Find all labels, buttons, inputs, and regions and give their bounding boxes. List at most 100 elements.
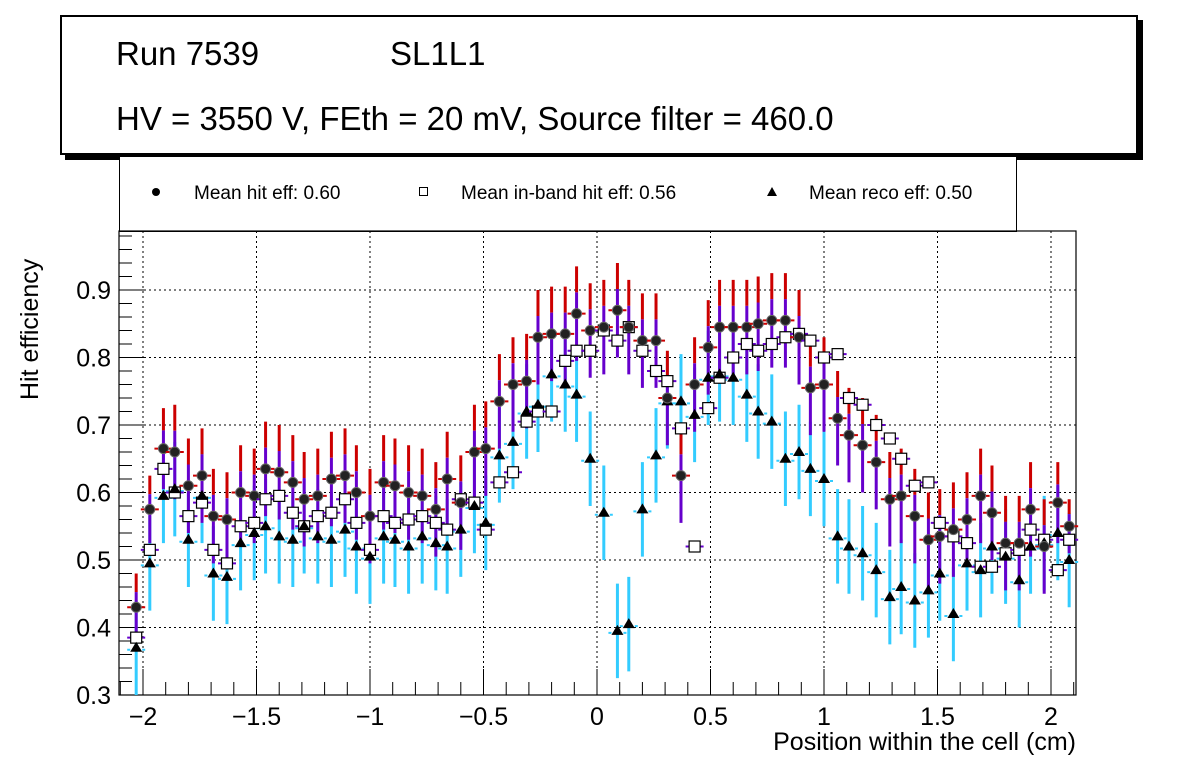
- inband-square-marker: [584, 344, 597, 357]
- reco-triangle-marker: [1063, 554, 1076, 564]
- hit-circle-marker: [766, 314, 778, 326]
- inband-square-marker: [157, 462, 170, 475]
- x-tick-label: 1: [817, 703, 831, 731]
- hit-circle-marker: [559, 328, 571, 340]
- inband-square-marker: [273, 489, 286, 502]
- hit-circle-marker: [779, 314, 791, 326]
- layer-label: SL1L1: [390, 35, 486, 72]
- hit-circle-marker: [196, 470, 208, 482]
- inband-square-marker: [220, 557, 234, 570]
- hit-circle-marker: [350, 487, 362, 498]
- inband-square-marker: [674, 422, 688, 435]
- hit-circle-marker: [636, 335, 648, 347]
- tick-labels: 0.3 0.4 0.5 0.6 0.7 0.8 0.9 −2 −1.5 −1 −0.5 0 0.5 1 1.…: [76, 277, 1058, 731]
- reco-triangle-marker: [364, 550, 376, 561]
- reco-triangle-marker: [570, 388, 583, 399]
- reco-triangle-marker: [207, 567, 220, 578]
- hit-circle-marker: [857, 439, 869, 451]
- run-label: Run 7539: [116, 35, 260, 72]
- inband-square-marker: [765, 337, 778, 351]
- reco-triangle-marker: [856, 547, 869, 558]
- hit-circle-marker: [727, 321, 739, 333]
- hit-circle-marker: [986, 507, 998, 519]
- markers: [127, 304, 1079, 652]
- hit-circle-marker: [895, 490, 907, 502]
- reco-triangle-marker: [818, 473, 830, 483]
- reco-triangle-marker: [311, 530, 324, 541]
- reco-triangle-marker: [220, 570, 233, 581]
- x-tick-label: −0.5: [459, 703, 508, 731]
- reco-triangle-marker: [727, 371, 740, 382]
- hit-circle-marker: [221, 514, 233, 525]
- inband-square-marker: [234, 520, 247, 533]
- x-axis-label: Position within the cell (cm): [773, 728, 1076, 756]
- hit-circle-marker: [455, 497, 467, 509]
- reco-triangle-marker: [584, 452, 597, 463]
- inband-square-marker: [1024, 523, 1037, 536]
- inband-square-marker: [740, 337, 753, 351]
- hit-circle-marker: [144, 503, 156, 515]
- inband-square-marker: [960, 537, 974, 550]
- inband-square-marker: [908, 479, 921, 492]
- reco-triangle-marker: [947, 608, 960, 618]
- hit-circle-marker: [416, 490, 428, 502]
- hit-circle-marker: [584, 325, 596, 336]
- hit-circle-marker: [870, 456, 882, 468]
- hit-circle-marker: [1000, 537, 1012, 549]
- inband-square-marker: [636, 344, 649, 357]
- hit-circle-marker: [843, 429, 855, 441]
- inband-square-marker: [520, 415, 533, 428]
- hit-circle-marker: [611, 304, 623, 316]
- reco-triangle-marker: [1024, 540, 1037, 551]
- reco-triangle-marker: [765, 415, 778, 426]
- reco-triangle-marker: [325, 533, 338, 544]
- reco-triangle-marker: [493, 449, 506, 460]
- y-tick-label: 0.9: [76, 277, 111, 305]
- hit-circle-marker: [325, 473, 337, 485]
- reco-triangle-marker: [234, 537, 247, 548]
- hit-circle-marker: [207, 510, 219, 522]
- inband-square-marker: [856, 398, 869, 411]
- inband-square-marker: [130, 631, 143, 644]
- inband-square-marker: [870, 418, 883, 432]
- hit-circle-marker: [403, 487, 415, 498]
- inband-square-marker: [1063, 533, 1076, 546]
- y-tick-label: 0.4: [76, 615, 111, 643]
- hit-circle-marker: [130, 601, 142, 613]
- x-tick-label: 0.5: [693, 703, 728, 731]
- reco-triangle-marker: [441, 540, 454, 551]
- conditions-label: HV = 3550 V, FEth = 20 mV, Source filter…: [116, 100, 834, 137]
- reco-triangle-marker: [702, 371, 715, 382]
- hit-circle-marker: [1025, 503, 1037, 515]
- hit-circle-marker: [389, 480, 401, 492]
- hit-circle-marker: [650, 335, 662, 347]
- inband-square-marker: [611, 334, 624, 347]
- reco-triangle-marker: [454, 523, 467, 534]
- title-box: Run 7539 SL1L1 HV = 3550 V, FEth = 20 mV…: [60, 15, 1138, 155]
- hit-circle-marker: [169, 446, 181, 458]
- hit-circle-marker: [571, 308, 583, 320]
- inband-square-marker: [259, 493, 272, 506]
- hit-circle-marker: [661, 392, 673, 404]
- hit-circle-marker: [260, 463, 272, 475]
- reco-triangle-marker: [402, 540, 415, 551]
- hit-circle-marker: [1013, 537, 1025, 549]
- reco-triangle-marker: [1013, 574, 1026, 585]
- x-tick-label: −1: [356, 703, 385, 731]
- reco-triangle-marker: [793, 446, 806, 456]
- reco-triangle-marker: [597, 506, 610, 517]
- inband-square-marker: [727, 351, 740, 364]
- reco-triangle-marker: [468, 500, 481, 510]
- reco-triangle-marker: [339, 523, 352, 534]
- hit-circle-marker: [312, 490, 324, 502]
- y-tick-label: 0.7: [76, 412, 111, 440]
- hit-circle-marker: [182, 480, 194, 492]
- reco-triangle-marker: [143, 557, 156, 568]
- inband-square-marker: [922, 476, 935, 489]
- hit-circle-marker: [287, 476, 299, 488]
- inband-square-marker: [661, 375, 674, 388]
- hit-circle-marker: [430, 503, 442, 515]
- hit-circle-marker: [339, 470, 351, 482]
- inband-square-marker: [649, 364, 663, 378]
- hit-circle-marker: [546, 328, 558, 340]
